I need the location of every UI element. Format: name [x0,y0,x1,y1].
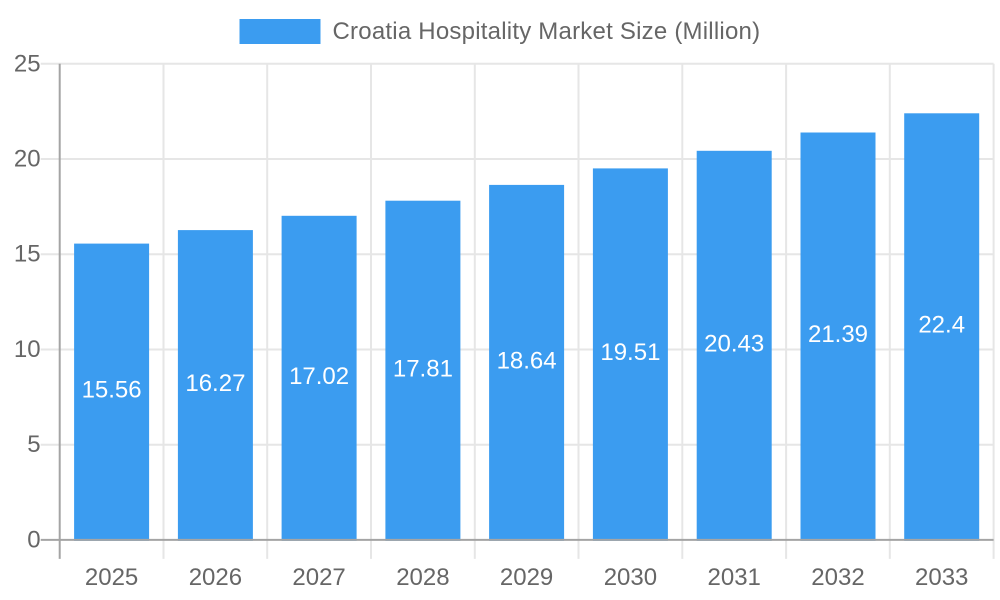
svg-text:19.51: 19.51 [600,339,660,366]
svg-text:17.02: 17.02 [289,363,349,390]
svg-text:22.4: 22.4 [918,312,965,339]
svg-text:2028: 2028 [396,564,449,591]
svg-text:10: 10 [14,336,41,363]
svg-text:17.81: 17.81 [393,355,453,382]
svg-text:2032: 2032 [811,564,864,591]
svg-text:2033: 2033 [915,564,968,591]
svg-text:2027: 2027 [292,564,345,591]
svg-text:16.27: 16.27 [185,370,245,397]
svg-text:20.43: 20.43 [704,330,764,357]
svg-text:Croatia Hospitality Market Siz: Croatia Hospitality Market Size (Million… [333,18,761,45]
svg-text:2031: 2031 [708,564,761,591]
svg-text:5: 5 [27,431,40,458]
svg-text:18.64: 18.64 [497,347,557,374]
svg-text:2026: 2026 [189,564,242,591]
svg-text:2025: 2025 [85,564,138,591]
svg-text:25: 25 [14,50,41,77]
svg-text:2029: 2029 [500,564,553,591]
svg-text:15.56: 15.56 [82,377,142,404]
svg-text:15: 15 [14,241,41,268]
svg-text:2030: 2030 [604,564,657,591]
svg-text:0: 0 [27,526,40,553]
svg-text:21.39: 21.39 [808,321,868,348]
svg-text:20: 20 [14,146,41,173]
